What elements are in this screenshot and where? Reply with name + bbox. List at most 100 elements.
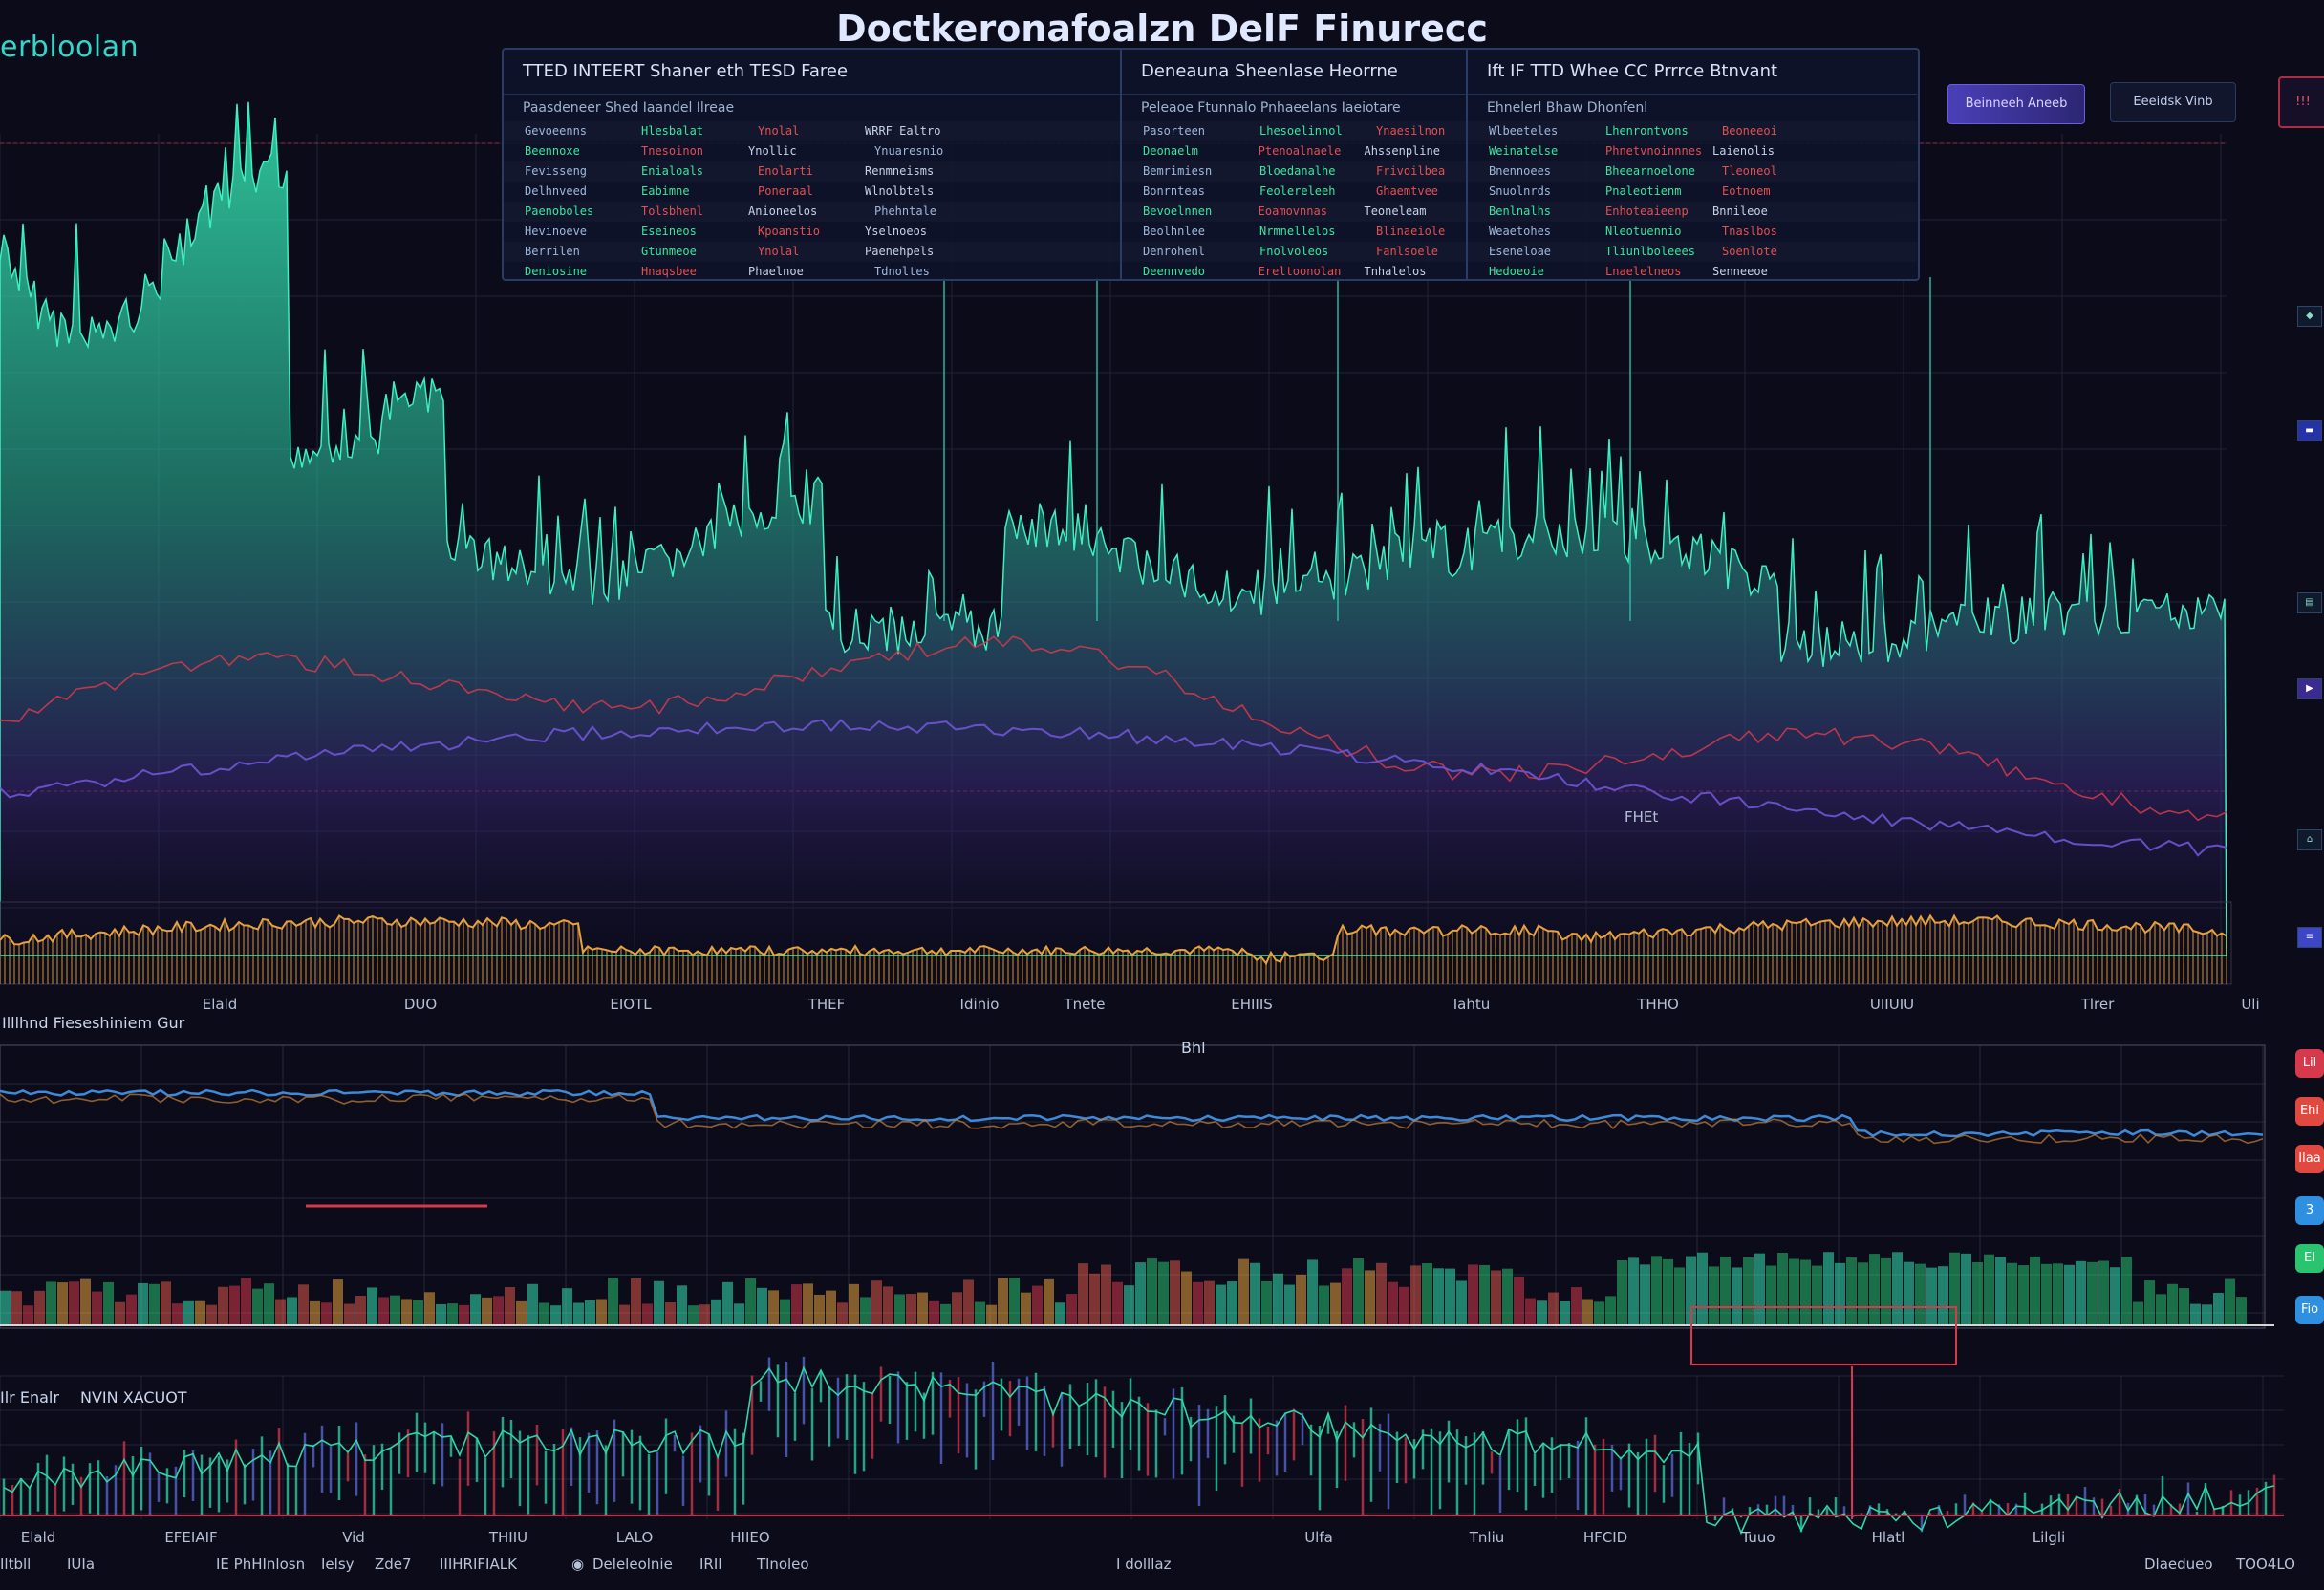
view-toggle-button[interactable]: Eeeidsk Vinb bbox=[2110, 82, 2236, 122]
heat-bar bbox=[1032, 1285, 1043, 1325]
heat-bar bbox=[161, 1281, 171, 1325]
panel-cell: Eotnoem bbox=[1722, 184, 1771, 198]
heat-bar bbox=[975, 1301, 985, 1325]
status-text: IUIa bbox=[67, 1556, 96, 1573]
heat-bar bbox=[2202, 1304, 2212, 1325]
heat-bar bbox=[1078, 1263, 1088, 1325]
heat-bar bbox=[1617, 1259, 1627, 1325]
x-axis-label: Elald bbox=[203, 996, 238, 1013]
heat-bar bbox=[1800, 1259, 1811, 1325]
side-tool-icon[interactable]: ◆ bbox=[2297, 306, 2322, 327]
panel-row[interactable]: Fevisseng Enialoals Enolarti Renmneisms bbox=[504, 161, 1120, 182]
heat-bar bbox=[1204, 1280, 1215, 1325]
panel-row[interactable]: Bemrimiesn Bloedanalhe Frivoilbea bbox=[1122, 161, 1468, 182]
panel-row[interactable]: Bonrnteas Feolereleeh Ghaemtvee bbox=[1122, 182, 1468, 202]
panel-row[interactable]: Deonaelm Ptenoalnaele Ahssenpline bbox=[1122, 141, 1468, 161]
heat-bar bbox=[34, 1290, 45, 1325]
panel-cell: Tnaslbos bbox=[1722, 225, 1777, 238]
panel-row[interactable]: Hevinoeve Eseineos Kpoanstio Yselnoeos bbox=[504, 222, 1120, 242]
panel-cell: Deniosine bbox=[525, 265, 588, 278]
heat-bar bbox=[2007, 1262, 2017, 1325]
heat-bar bbox=[103, 1281, 114, 1325]
side-badge-6[interactable]: Fio bbox=[2295, 1296, 2324, 1324]
panel-row[interactable]: Bnennoees Bheearnoelone Tleoneol bbox=[1468, 161, 1917, 182]
heat-bar bbox=[1399, 1286, 1409, 1325]
side-tool-icon[interactable]: ▶ bbox=[2297, 678, 2322, 699]
alert-button[interactable]: !!! bbox=[2278, 76, 2324, 128]
panel-column-subheader: Paasdeneer Shed Iaandel Ilreae bbox=[504, 94, 1120, 121]
panel-row[interactable]: Wlbeeteles Lhenrontvons Beoneeoi bbox=[1468, 121, 1917, 141]
panel-row[interactable]: Bevoelnnen Eoamovnnas Teoneleam bbox=[1122, 202, 1468, 222]
heat-bar bbox=[722, 1281, 733, 1325]
heat-bar bbox=[1422, 1263, 1432, 1325]
market-selector-button[interactable]: Beinneeh Aneeb bbox=[1947, 84, 2085, 124]
panel-row[interactable]: Berrilen Gtunmeoe Ynolal Paenehpels bbox=[504, 242, 1120, 262]
side-badge-1[interactable]: Lil bbox=[2295, 1049, 2324, 1078]
heat-bar bbox=[2121, 1257, 2132, 1325]
panel-cell: Gevoeenns bbox=[525, 124, 588, 138]
heat-bar bbox=[1628, 1257, 1639, 1325]
heat-bar bbox=[940, 1303, 951, 1325]
panel-row[interactable]: Beolhnlee Nrmnellelos Blinaeiole bbox=[1122, 222, 1468, 242]
panel-row[interactable]: Deniosine Hnaqsbee Phaelnoe Tdnoltes bbox=[504, 262, 1120, 282]
panel-cell: Frivoilbea bbox=[1376, 164, 1446, 178]
heat-bar bbox=[470, 1294, 481, 1325]
heat-bar bbox=[1181, 1271, 1192, 1325]
heat-bar bbox=[1410, 1265, 1421, 1325]
panel-cell: Tliunlboleees bbox=[1605, 245, 1695, 258]
heat-bar bbox=[780, 1299, 790, 1325]
volume-band-frame bbox=[0, 901, 2232, 985]
heat-bar bbox=[1319, 1285, 1329, 1325]
panel-row[interactable]: Denrohenl Fnolvoleos Fanlsoele bbox=[1122, 242, 1468, 262]
panel-row[interactable]: Gevoeenns Hlesbalat Ynolal WRRF Ealtro bbox=[504, 121, 1120, 141]
heat-bar bbox=[2030, 1256, 2040, 1325]
mid-chart-blue-line bbox=[0, 1088, 2264, 1138]
x-axis-label: Tnete bbox=[1063, 996, 1105, 1013]
side-badge-4[interactable]: 3 bbox=[2295, 1196, 2324, 1225]
panel-rows: Gevoeenns Hlesbalat Ynolal WRRF Ealtro Beenn… bbox=[504, 121, 1120, 282]
panel-row[interactable]: Pasorteen Lhesoelinnol Ynaesilnon bbox=[1122, 121, 1468, 141]
panel-cell: Denrohenl bbox=[1143, 245, 1206, 258]
heat-bar bbox=[1697, 1252, 1708, 1325]
side-tool-icon[interactable]: ▬ bbox=[2297, 420, 2322, 441]
panel-row[interactable]: Eseneloae Tliunlboleees Soenlote bbox=[1468, 242, 1917, 262]
side-tool-icon[interactable]: ≡ bbox=[2297, 927, 2322, 948]
panel-row[interactable]: Beennoxe Tnesoinon Ynollic Ynuaresnio bbox=[504, 141, 1120, 161]
panel-row[interactable]: Hedoeoie Lnaelelneos Senneeoe bbox=[1468, 262, 1917, 282]
panel-row[interactable]: Weinatelse Phnetvnoinnnes Laienolis bbox=[1468, 141, 1917, 161]
heat-bar bbox=[2133, 1301, 2143, 1325]
heat-bar bbox=[619, 1304, 630, 1325]
heat-bar bbox=[459, 1304, 469, 1325]
status-text: IE PhHInlosn bbox=[216, 1556, 306, 1573]
status-text: Tlnoleo bbox=[757, 1556, 809, 1573]
heat-bar bbox=[1926, 1267, 1937, 1325]
panel-row[interactable]: Paenoboles Tolsbhenl Anioneelos Phehntale bbox=[504, 202, 1120, 222]
heat-bar bbox=[562, 1288, 572, 1325]
panel-cell: Feolereleeh bbox=[1259, 184, 1336, 198]
heat-bar bbox=[1961, 1253, 1971, 1325]
panel-row[interactable]: Deennvedo Ereltoonolan Tnhalelos bbox=[1122, 262, 1468, 282]
heat-bar bbox=[1754, 1253, 1765, 1325]
status-text: Iltbll bbox=[0, 1556, 32, 1573]
heat-bar bbox=[2144, 1280, 2155, 1325]
side-badge-2[interactable]: Ehi bbox=[2295, 1097, 2324, 1126]
panel-row[interactable]: Weaetohes Nleotuennio Tnaslbos bbox=[1468, 222, 1917, 242]
heat-bar bbox=[527, 1283, 538, 1325]
side-tool-icon[interactable]: ⌂ bbox=[2297, 829, 2322, 850]
side-badge-3[interactable]: Ilaa bbox=[2295, 1145, 2324, 1173]
panel-cell: Lhesoelinnol bbox=[1259, 124, 1343, 138]
panel-cell: Eabimne bbox=[641, 184, 690, 198]
panel-row[interactable]: Snuolnrds Pnaleotienm Eotnoem bbox=[1468, 182, 1917, 202]
brand-logo[interactable]: erbloolan bbox=[0, 31, 140, 64]
heat-bar bbox=[1101, 1264, 1111, 1325]
heat-bar bbox=[699, 1304, 710, 1325]
x-axis-label: EIOTL bbox=[610, 996, 652, 1013]
panel-row[interactable]: Delhnveed Eabimne Poneraal Wlnolbtels bbox=[504, 182, 1120, 202]
side-tool-icon[interactable]: ▤ bbox=[2297, 592, 2322, 613]
heat-bar bbox=[2225, 1278, 2235, 1325]
panel-cell: Enolarti bbox=[758, 164, 813, 178]
heat-bar bbox=[2098, 1260, 2109, 1325]
side-badge-5[interactable]: EI bbox=[2295, 1244, 2324, 1273]
panel-row[interactable]: Benlnalhs Enhoteaieenp Bnnileoe bbox=[1468, 202, 1917, 222]
x-axis-label: EFEIAIF bbox=[164, 1529, 217, 1546]
